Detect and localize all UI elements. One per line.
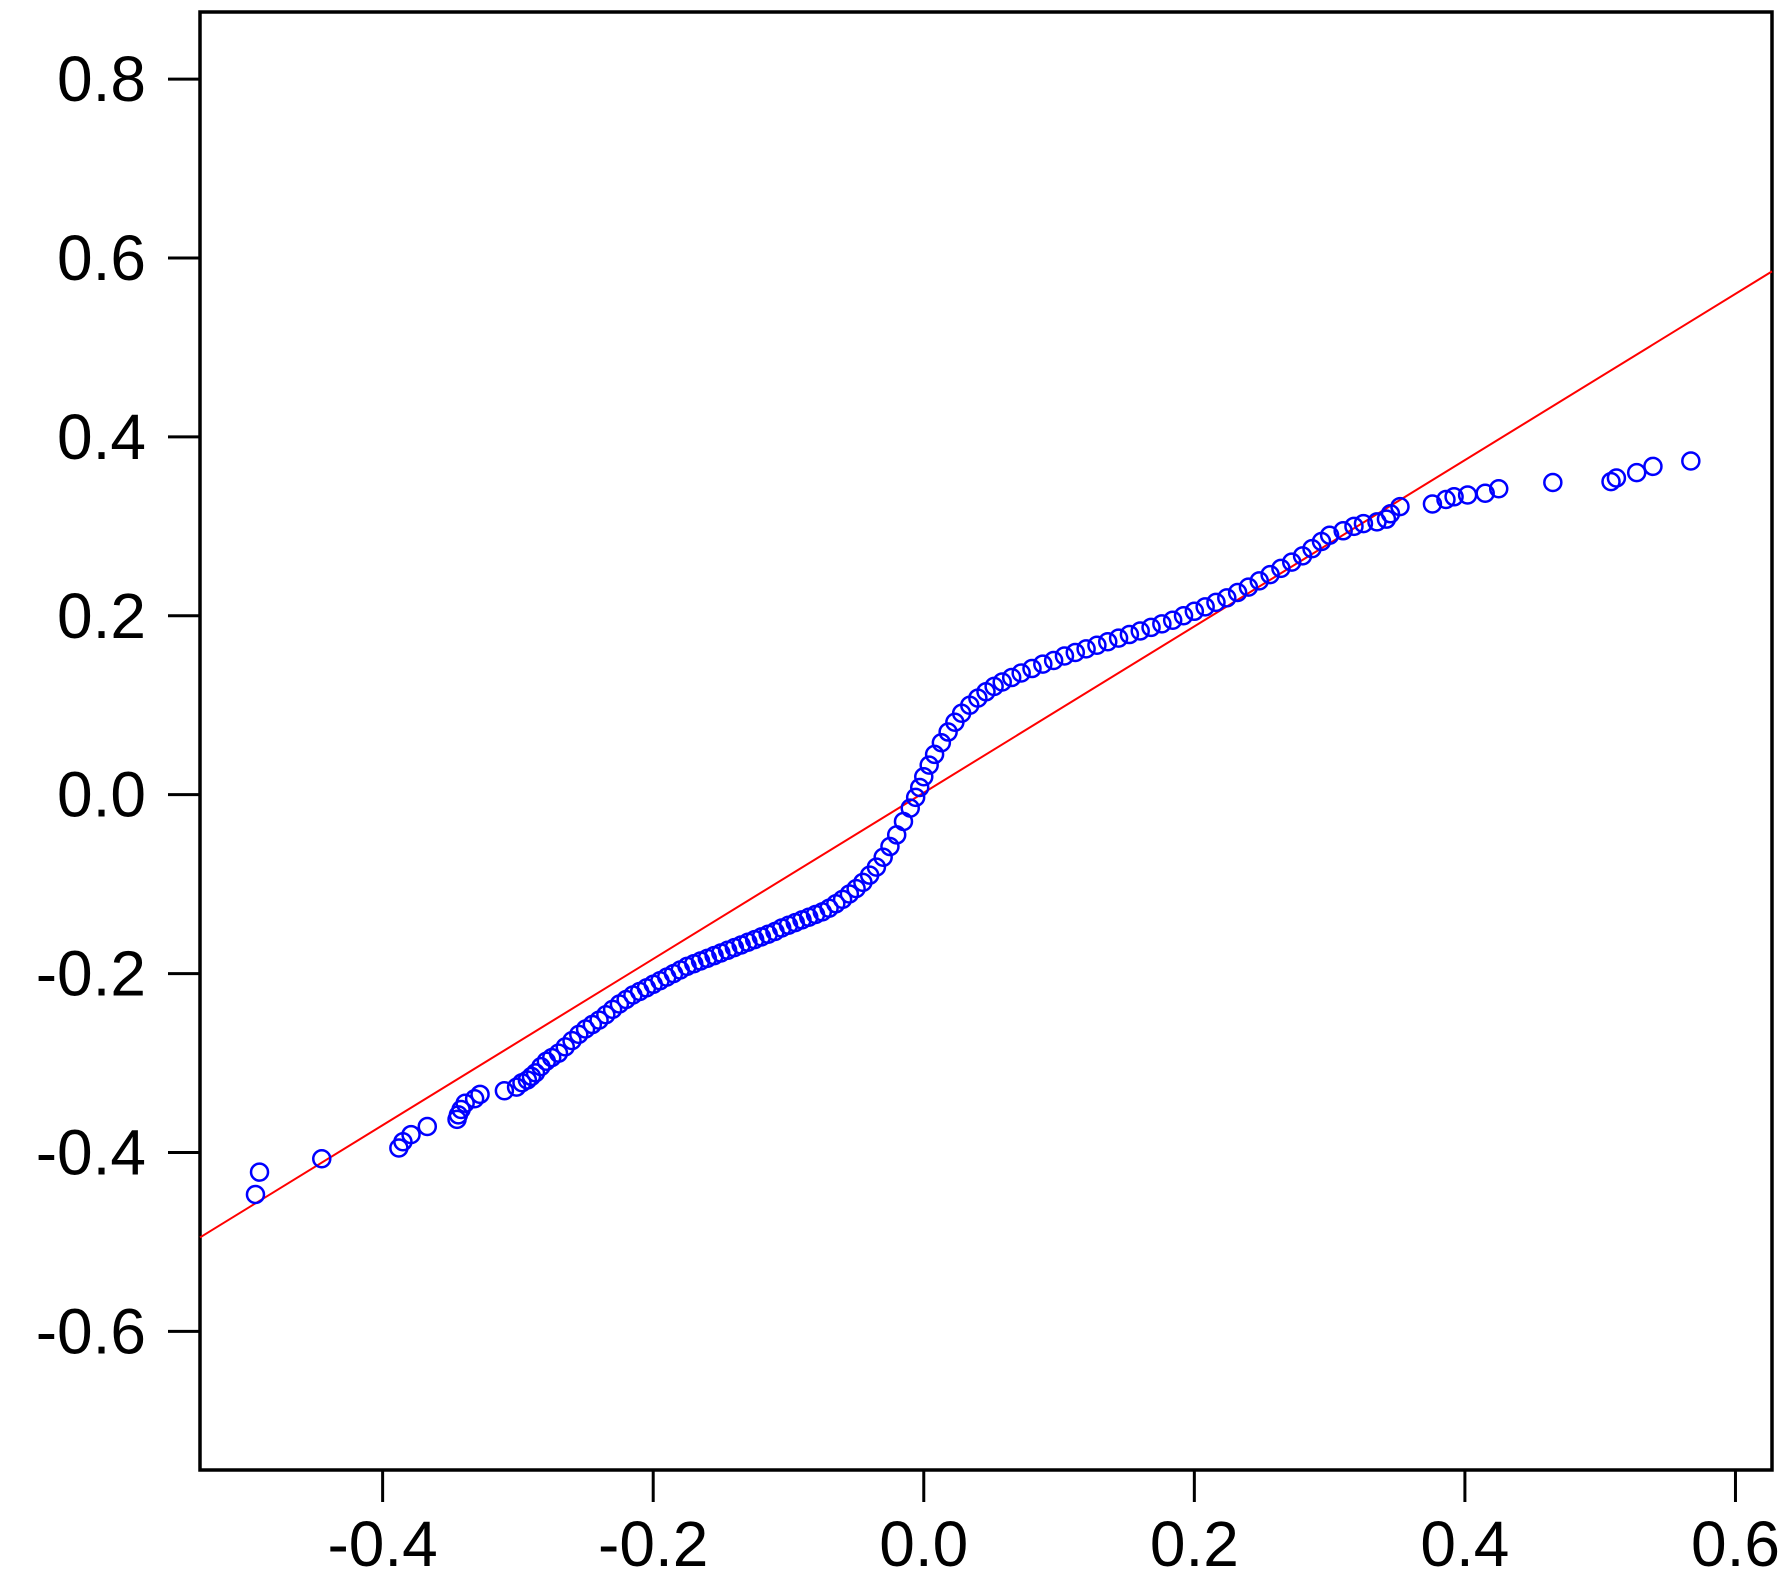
y-tick-label: 0.0 bbox=[57, 759, 146, 831]
data-point bbox=[1281, 552, 1302, 572]
data-point bbox=[1152, 614, 1172, 634]
data-point bbox=[1422, 494, 1443, 514]
y-tick-label: -0.2 bbox=[36, 938, 146, 1010]
data-point bbox=[470, 1084, 490, 1105]
data-point bbox=[1076, 639, 1096, 659]
data-point bbox=[1141, 617, 1161, 638]
data-point bbox=[417, 1116, 438, 1137]
data-point bbox=[1333, 521, 1353, 541]
x-tick-label: 0.0 bbox=[879, 1508, 968, 1580]
data-point bbox=[1475, 483, 1495, 503]
data-point bbox=[1436, 489, 1456, 510]
data-point bbox=[455, 1093, 475, 1114]
data-point bbox=[1643, 456, 1663, 477]
x-tick-label: 0.6 bbox=[1691, 1508, 1780, 1580]
data-point bbox=[1319, 525, 1340, 546]
data-point bbox=[1001, 667, 1022, 688]
data-point bbox=[1033, 654, 1053, 674]
data-point bbox=[1065, 642, 1086, 663]
data-point bbox=[555, 1037, 576, 1057]
data-point bbox=[1390, 496, 1410, 517]
data-point bbox=[1260, 564, 1280, 585]
data-point bbox=[866, 857, 887, 877]
data-point bbox=[494, 1080, 515, 1101]
data-point bbox=[1353, 513, 1374, 534]
data-point bbox=[919, 755, 939, 775]
data-point bbox=[846, 878, 866, 899]
data-point bbox=[1011, 663, 1031, 683]
data-point bbox=[1238, 577, 1259, 597]
data-point bbox=[1087, 635, 1107, 656]
data-point bbox=[1054, 646, 1075, 666]
data-point bbox=[1119, 624, 1140, 645]
x-tick-label: -0.2 bbox=[598, 1508, 708, 1580]
data-point bbox=[1271, 558, 1291, 579]
data-point bbox=[1130, 621, 1150, 641]
x-axis: -0.4 -0.2 0.0 0.2 0.4 0.6 bbox=[327, 1470, 1780, 1580]
data-point bbox=[938, 722, 958, 742]
data-point bbox=[548, 1043, 569, 1063]
y-tick-label: 0.8 bbox=[57, 43, 146, 115]
data-point bbox=[249, 1162, 270, 1182]
plot-frame bbox=[198, 10, 1774, 1472]
data-point bbox=[1195, 597, 1215, 617]
data-point bbox=[1626, 462, 1647, 483]
data-point bbox=[1043, 650, 1064, 671]
data-point bbox=[905, 787, 926, 808]
data-point bbox=[914, 767, 934, 787]
y-tick-label: 0.4 bbox=[57, 401, 146, 473]
data-point bbox=[992, 672, 1012, 692]
y-tick-label: -0.4 bbox=[36, 1116, 146, 1188]
data-point bbox=[1162, 610, 1183, 630]
y-tick-label: -0.6 bbox=[36, 1295, 146, 1367]
data-point bbox=[1249, 571, 1270, 591]
data-point bbox=[1098, 631, 1118, 652]
x-tick-label: -0.4 bbox=[327, 1508, 437, 1580]
data-point bbox=[1606, 468, 1627, 488]
data-point bbox=[1206, 592, 1226, 613]
data-point bbox=[1217, 588, 1237, 608]
data-point bbox=[401, 1124, 421, 1145]
data-point bbox=[1227, 582, 1248, 603]
data-point bbox=[312, 1148, 332, 1169]
data-point bbox=[562, 1030, 582, 1051]
data-point bbox=[525, 1063, 546, 1083]
x-tick-label: 0.2 bbox=[1150, 1508, 1239, 1580]
y-axis: 0.8 0.6 0.4 0.2 0.0 -0.2 -0.4 -0.6 bbox=[36, 43, 200, 1367]
reference-line bbox=[199, 270, 1773, 1239]
data-point bbox=[900, 798, 920, 818]
y-tick-label: 0.2 bbox=[57, 580, 146, 652]
data-point bbox=[1444, 487, 1464, 507]
data-point bbox=[1173, 606, 1194, 626]
x-tick-label: 0.4 bbox=[1420, 1508, 1509, 1580]
data-point bbox=[1108, 628, 1129, 648]
data-point bbox=[1184, 601, 1205, 622]
data-point bbox=[1376, 509, 1397, 529]
points-layer bbox=[245, 451, 1701, 1205]
data-point bbox=[464, 1089, 485, 1109]
data-point bbox=[873, 847, 893, 868]
data-point bbox=[1022, 658, 1042, 679]
data-point bbox=[909, 777, 930, 798]
data-point bbox=[931, 733, 952, 753]
data-point bbox=[1488, 479, 1509, 499]
data-point bbox=[1344, 516, 1364, 537]
data-point bbox=[245, 1184, 266, 1205]
y-tick-label: 0.6 bbox=[57, 222, 146, 294]
data-point bbox=[1543, 472, 1563, 493]
data-point bbox=[1681, 451, 1701, 471]
reference-line-group bbox=[199, 270, 1773, 1239]
